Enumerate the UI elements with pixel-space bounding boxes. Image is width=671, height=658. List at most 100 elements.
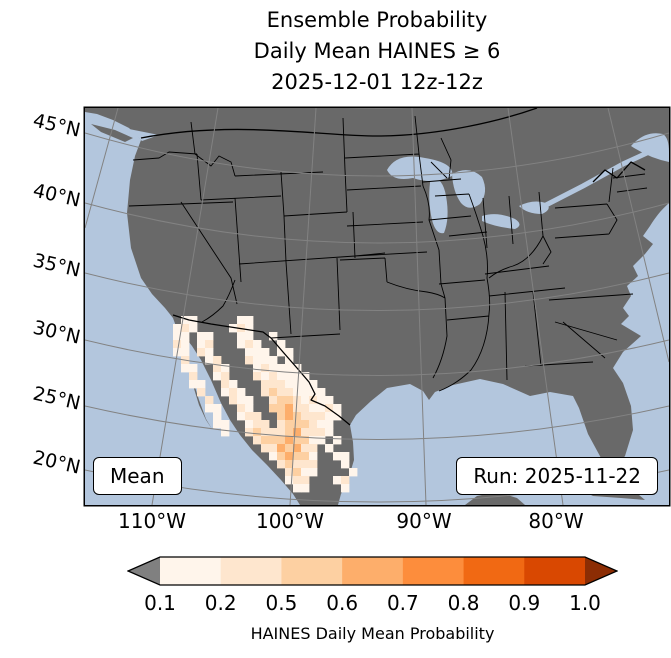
probability-cell bbox=[245, 324, 254, 333]
probability-cell bbox=[277, 364, 286, 373]
lon-tick-label: 100°W bbox=[256, 509, 324, 533]
probability-cell bbox=[277, 452, 286, 461]
probability-cell bbox=[309, 428, 318, 437]
probability-cell bbox=[309, 396, 318, 405]
run-label-box: Run: 2025-11-22 bbox=[456, 457, 658, 495]
state-borders bbox=[128, 115, 648, 392]
probability-cell bbox=[181, 348, 190, 357]
probability-cell bbox=[277, 444, 286, 453]
probability-cell bbox=[341, 460, 350, 469]
probability-cell bbox=[277, 380, 286, 389]
probability-cell bbox=[253, 356, 262, 365]
probability-cell bbox=[245, 412, 254, 421]
probability-cell bbox=[181, 324, 190, 333]
probability-cell bbox=[301, 452, 310, 461]
probability-cell bbox=[301, 420, 310, 429]
probability-cell bbox=[229, 388, 238, 397]
probability-cell bbox=[261, 372, 270, 381]
probability-cell bbox=[333, 412, 342, 421]
probability-cell bbox=[269, 428, 278, 437]
us-mexico-border bbox=[172, 314, 351, 426]
lake-superior bbox=[387, 156, 453, 182]
probability-cell bbox=[197, 388, 206, 397]
colorbar-tick-label: 1.0 bbox=[569, 591, 601, 615]
probability-cell bbox=[309, 412, 318, 421]
probability-cell bbox=[333, 476, 342, 485]
probability-cell bbox=[277, 428, 286, 437]
probability-cell bbox=[269, 436, 278, 445]
lake-huron bbox=[452, 170, 486, 208]
colorbar-caption: HAINES Daily Mean Probability bbox=[250, 624, 495, 643]
probability-cell bbox=[325, 420, 334, 429]
map-svg bbox=[85, 108, 669, 505]
graticule bbox=[85, 108, 669, 505]
probability-cell bbox=[253, 420, 262, 429]
colorbar-tick-label: 0.5 bbox=[265, 591, 298, 615]
probability-cell bbox=[237, 396, 246, 405]
probability-cell bbox=[245, 316, 254, 325]
st-lawrence-river bbox=[543, 149, 652, 208]
probability-cell bbox=[285, 452, 294, 461]
probability-cell bbox=[189, 372, 198, 381]
probability-cell bbox=[341, 476, 350, 485]
probability-cell bbox=[237, 332, 246, 341]
probability-cell bbox=[333, 404, 342, 413]
probability-cell bbox=[261, 420, 270, 429]
colorbar-outline bbox=[126, 556, 619, 586]
probability-cell bbox=[269, 444, 278, 453]
colorbar-tick-label: 0.7 bbox=[386, 591, 419, 615]
probability-cell bbox=[237, 388, 246, 397]
probability-cell bbox=[325, 412, 334, 421]
probability-cell bbox=[309, 404, 318, 413]
probability-cell bbox=[181, 364, 190, 373]
probability-cell bbox=[317, 428, 326, 437]
colorbar-tick-label: 0.6 bbox=[326, 591, 359, 615]
probability-cell bbox=[285, 428, 294, 437]
probability-cell bbox=[221, 372, 230, 381]
probability-cell bbox=[309, 380, 318, 389]
probability-cell bbox=[293, 444, 302, 453]
probability-cell bbox=[301, 380, 310, 389]
probability-cell bbox=[245, 428, 254, 437]
probability-cell bbox=[293, 372, 302, 381]
probability-cell bbox=[317, 436, 326, 445]
probability-cell bbox=[245, 396, 254, 405]
probability-cell bbox=[285, 412, 294, 421]
probability-cell bbox=[221, 364, 230, 373]
probability-cell bbox=[293, 420, 302, 429]
probability-cell bbox=[301, 404, 310, 413]
probability-cell bbox=[301, 428, 310, 437]
probability-cell bbox=[333, 436, 342, 445]
probability-cell bbox=[325, 428, 334, 437]
probability-cell bbox=[213, 356, 222, 365]
probability-cell bbox=[301, 372, 310, 381]
probability-cell bbox=[293, 452, 302, 461]
colorbar-under-arrow bbox=[128, 557, 160, 585]
probability-cell bbox=[253, 340, 262, 349]
probability-cell bbox=[245, 420, 254, 429]
probability-cell bbox=[229, 396, 238, 405]
colorbar-over-arrow bbox=[585, 557, 617, 585]
probability-cell bbox=[213, 420, 222, 429]
probability-cell bbox=[325, 444, 334, 453]
probability-cell bbox=[277, 412, 286, 421]
probability-cell bbox=[293, 460, 302, 469]
probability-cell bbox=[325, 404, 334, 413]
probability-cell bbox=[237, 340, 246, 349]
probability-cell bbox=[285, 396, 294, 405]
probability-cell bbox=[309, 460, 318, 469]
probability-cell bbox=[253, 428, 262, 437]
probability-cell bbox=[269, 380, 278, 389]
probability-cell bbox=[269, 332, 278, 341]
probability-cell bbox=[277, 388, 286, 397]
colorbar-svg bbox=[126, 556, 619, 586]
probability-cell bbox=[253, 364, 262, 373]
run-label: Run: 2025-11-22 bbox=[473, 464, 641, 488]
map-axes bbox=[85, 108, 669, 505]
probability-cell bbox=[269, 364, 278, 373]
probability-cell bbox=[269, 388, 278, 397]
probability-cell bbox=[293, 484, 302, 493]
probability-cell bbox=[301, 460, 310, 469]
probability-cell bbox=[285, 460, 294, 469]
probability-cell bbox=[181, 340, 190, 349]
